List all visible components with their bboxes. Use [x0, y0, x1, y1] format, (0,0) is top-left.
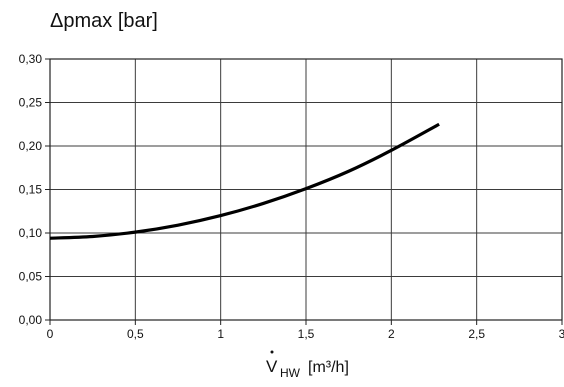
y-tick-label: 0,15 — [19, 183, 43, 197]
x-tick-label: 0 — [47, 327, 54, 341]
axis-labels: 0 0,5 1 1,5 2 2,5 3 0,00 0,05 0,10 0,15 0,20 0,25 0,3… — [19, 52, 564, 341]
pressure-curve-line — [49, 122, 440, 240]
x-tick-label: 2 — [388, 327, 395, 341]
y-tick-label: 0,05 — [19, 270, 43, 284]
x-tick-label: 2,5 — [468, 327, 485, 341]
y-tick-label: 0,30 — [19, 52, 43, 66]
x-axis-label: V HW [m³/h] — [266, 350, 349, 380]
x-tick-label: 3 — [559, 327, 564, 341]
y-tick-label: 0,10 — [19, 226, 43, 240]
flow-rate-dot-accent — [270, 350, 274, 354]
y-tick-label: 0,25 — [19, 96, 43, 110]
chart-title: Δpmax [bar] — [50, 10, 158, 32]
data-series — [49, 122, 440, 240]
x-tick-label: 0,5 — [127, 327, 144, 341]
axis-ticks — [45, 58, 563, 325]
x-axis-subscript: HW — [280, 366, 301, 380]
x-axis-symbol: V — [266, 357, 278, 376]
x-tick-label: 1,5 — [298, 327, 315, 341]
y-tick-label: 0,00 — [19, 313, 43, 327]
x-tick-label: 1 — [217, 327, 224, 341]
y-tick-label: 0,20 — [19, 139, 43, 153]
x-axis-unit: [m³/h] — [308, 359, 349, 376]
